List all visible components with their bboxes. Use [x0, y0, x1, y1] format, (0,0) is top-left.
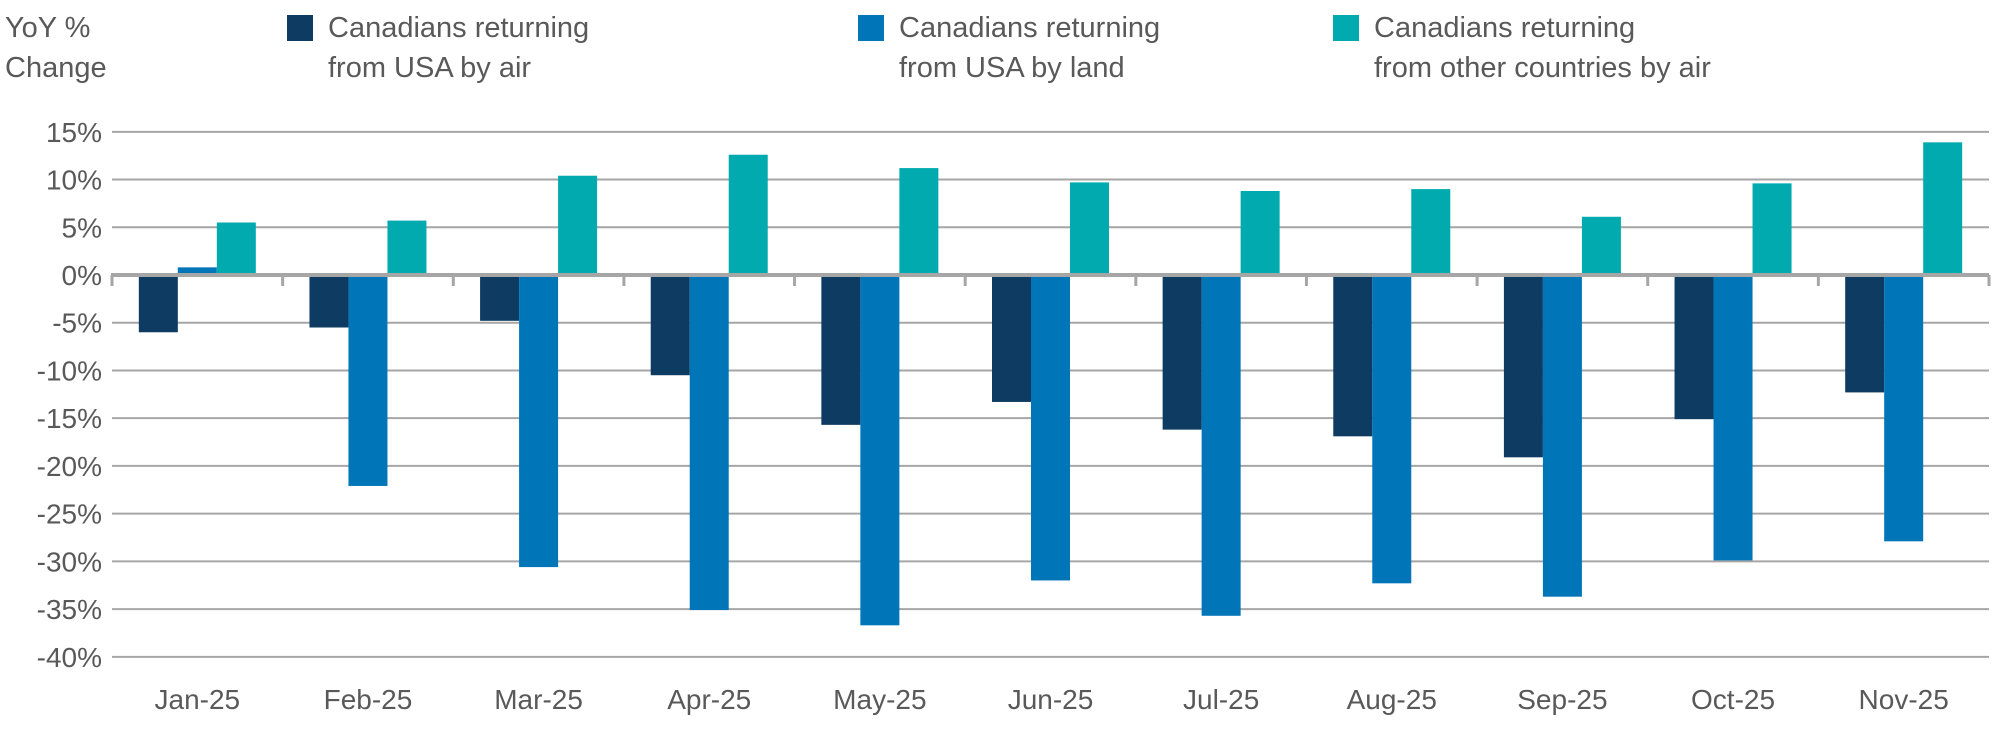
bar-other-air-Aug-25	[1411, 189, 1451, 275]
bar-other-air-Mar-25	[558, 175, 598, 275]
bar-other-air-Jul-25	[1240, 191, 1280, 275]
x-axis-label: Jun-25	[1008, 684, 1094, 715]
legend-item-usa-land: Canadians returning from USA by land	[858, 8, 1160, 88]
y-axis-tick-label: -10%	[37, 355, 102, 386]
bar-usa-land-May-25	[860, 275, 900, 626]
legend-swatch-usa-air	[287, 15, 313, 41]
bar-other-air-Jan-25	[216, 222, 256, 275]
y-axis-tick-label: 0%	[62, 260, 102, 291]
x-axis-label: Apr-25	[667, 684, 751, 715]
y-axis-tick-label: 10%	[46, 165, 102, 196]
bar-usa-land-Oct-25	[1713, 275, 1753, 561]
bar-usa-land-Sep-25	[1542, 275, 1582, 597]
bar-usa-land-Jan-25	[177, 267, 217, 275]
y-axis-title-line1: YoY %	[5, 12, 91, 44]
y-axis-tick-label: -35%	[37, 594, 102, 625]
y-axis-title-line2: Change	[5, 52, 107, 84]
x-axis-label: May-25	[833, 684, 926, 715]
legend-swatch-other-air	[1333, 15, 1359, 41]
x-axis-label: Aug-25	[1347, 684, 1437, 715]
y-axis-tick-label: 15%	[46, 117, 102, 148]
bar-usa-air-Aug-25	[1333, 275, 1373, 437]
legend-label-other-air: Canadians returning from other countries…	[1374, 12, 1711, 84]
y-axis-tick-label: -5%	[52, 308, 102, 339]
x-axis-label: Feb-25	[324, 684, 413, 715]
bar-other-air-Nov-25	[1923, 142, 1963, 275]
bar-usa-air-Jan-25	[138, 275, 178, 333]
bar-usa-air-Nov-25	[1845, 275, 1885, 393]
bar-usa-air-Apr-25	[650, 275, 690, 376]
x-axis-label: Nov-25	[1859, 684, 1949, 715]
bar-usa-land-Aug-25	[1372, 275, 1412, 584]
bar-usa-air-Sep-25	[1503, 275, 1543, 458]
bar-usa-land-Apr-25	[689, 275, 729, 611]
bar-other-air-Oct-25	[1752, 183, 1792, 275]
bar-usa-air-May-25	[821, 275, 861, 425]
bar-usa-air-Feb-25	[309, 275, 349, 328]
y-axis-tick-label: -25%	[37, 499, 102, 530]
bar-usa-land-Jun-25	[1031, 275, 1070, 581]
bar-other-air-Feb-25	[387, 220, 427, 275]
legend-label-usa-land: Canadians returning from USA by land	[899, 12, 1161, 84]
bar-other-air-May-25	[899, 168, 939, 275]
bar-usa-land-Mar-25	[519, 275, 559, 568]
y-axis-tick-label: -20%	[37, 451, 102, 482]
bar-usa-air-Oct-25	[1674, 275, 1714, 420]
bar-usa-air-Jun-25	[992, 275, 1031, 402]
x-axis-label: Jan-25	[155, 684, 241, 715]
x-axis-label: Sep-25	[1517, 684, 1607, 715]
y-axis-title: YoY % Change	[5, 8, 107, 88]
x-axis-label: Mar-25	[494, 684, 583, 715]
bar-other-air-Apr-25	[728, 154, 768, 275]
bar-other-air-Jun-25	[1070, 182, 1109, 275]
legend: Canadians returning from USA by air Canad…	[0, 0, 2000, 100]
bar-usa-land-Jul-25	[1201, 275, 1241, 616]
y-axis-tick-label: -40%	[37, 642, 102, 673]
legend-item-other-air: Canadians returning from other countries…	[1333, 8, 1711, 88]
bar-usa-air-Mar-25	[480, 275, 520, 321]
x-axis-label: Oct-25	[1691, 684, 1775, 715]
bar-usa-land-Nov-25	[1884, 275, 1924, 542]
legend-label-usa-air: Canadians returning from USA by air	[328, 12, 590, 84]
y-axis-tick-label: 5%	[62, 212, 102, 243]
x-axis-label: Jul-25	[1183, 684, 1259, 715]
bar-usa-land-Feb-25	[348, 275, 388, 486]
bar-other-air-Sep-25	[1581, 216, 1621, 275]
y-axis-tick-label: -15%	[37, 403, 102, 434]
legend-swatch-usa-land	[858, 15, 884, 41]
legend-item-usa-air: Canadians returning from USA by air	[287, 8, 589, 88]
y-axis-tick-label: -30%	[37, 546, 102, 577]
bar-usa-air-Jul-25	[1162, 275, 1202, 430]
